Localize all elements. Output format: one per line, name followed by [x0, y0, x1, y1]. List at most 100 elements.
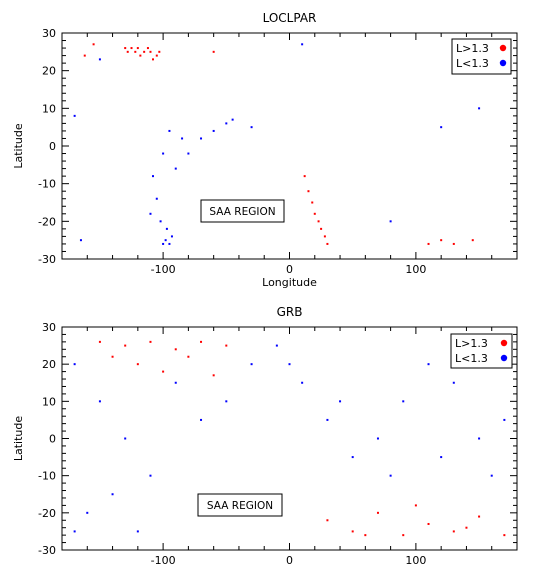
saa-region-box: [197, 493, 283, 517]
data-point: [124, 47, 127, 50]
data-point: [503, 418, 506, 421]
data-point: [155, 197, 158, 200]
data-point: [170, 235, 173, 238]
saa-region-box: [200, 199, 285, 223]
data-point: [187, 355, 190, 358]
data-point: [136, 363, 139, 366]
data-point: [389, 220, 392, 223]
data-point: [73, 363, 76, 366]
data-point: [402, 534, 405, 537]
y-tick-label: -10: [38, 470, 56, 483]
y-tick-label: 10: [42, 395, 56, 408]
data-point: [376, 437, 379, 440]
data-point: [301, 381, 304, 384]
data-point: [414, 504, 417, 507]
y-tick-label: -30: [38, 253, 56, 266]
data-point: [478, 515, 481, 518]
x-tick-label: -100: [151, 263, 176, 276]
y-tick-label: -10: [38, 178, 56, 191]
legend-label: L<1.3: [455, 352, 488, 365]
saa-region-label: SAA REGION: [209, 206, 275, 218]
data-point: [465, 526, 468, 529]
chart-panel-1: LOCLPAR-100 0 1003020100-10-20-30LatitudeL…: [12, 11, 518, 289]
data-point: [134, 50, 137, 53]
data-point: [503, 534, 506, 537]
data-point: [155, 54, 158, 57]
y-tick-label: 30: [42, 27, 56, 40]
data-point: [149, 50, 152, 53]
legend: L>1.3 L<1.3: [450, 333, 513, 369]
data-point: [174, 348, 177, 351]
data-points: [73, 43, 481, 245]
data-point: [313, 212, 316, 215]
y-tick-label: 10: [42, 102, 56, 115]
data-point: [288, 363, 291, 366]
x-axis-label: Longitude: [262, 276, 317, 289]
data-point: [181, 137, 184, 140]
data-point: [136, 47, 139, 50]
data-point: [124, 344, 127, 347]
data-point: [389, 474, 392, 477]
y-tick-label: 20: [42, 358, 56, 371]
x-tick-label: 100: [405, 554, 426, 567]
legend-marker: [500, 354, 508, 362]
data-point: [159, 220, 162, 223]
data-point: [86, 511, 89, 514]
data-point: [149, 340, 152, 343]
legend-marker: [499, 44, 507, 52]
chart-title: LOCLPAR: [263, 11, 317, 25]
data-point: [212, 374, 215, 377]
y-axis-label: Latitude: [12, 416, 25, 462]
data-point: [200, 137, 203, 140]
data-point: [478, 107, 481, 110]
y-tick-label: -20: [38, 215, 56, 228]
y-axis-label: Latitude: [12, 123, 25, 169]
data-point: [250, 363, 253, 366]
data-point: [326, 242, 329, 245]
data-point: [83, 54, 86, 57]
plot-frame: [61, 32, 518, 260]
data-point: [200, 418, 203, 421]
data-point: [174, 381, 177, 384]
data-point: [98, 400, 101, 403]
data-point: [174, 167, 177, 170]
data-point: [231, 118, 234, 121]
data-point: [440, 239, 443, 242]
data-point: [301, 43, 304, 46]
data-point: [136, 530, 139, 533]
data-point: [440, 456, 443, 459]
data-point: [139, 54, 142, 57]
data-point: [452, 381, 455, 384]
saa-region-label: SAA REGION: [207, 500, 273, 512]
legend-label: L<1.3: [456, 57, 489, 70]
data-point: [225, 122, 228, 125]
data-point: [187, 152, 190, 155]
data-point: [200, 340, 203, 343]
data-point: [440, 126, 443, 129]
y-tick-label: 0: [49, 433, 56, 446]
data-point: [79, 239, 82, 242]
chart-title: GRB: [277, 305, 303, 319]
data-point: [351, 456, 354, 459]
data-point: [427, 522, 430, 525]
plot-frame: [61, 326, 518, 551]
data-point: [376, 511, 379, 514]
data-point: [73, 530, 76, 533]
data-point: [111, 493, 114, 496]
data-point: [162, 370, 165, 373]
data-point: [225, 344, 228, 347]
data-point: [402, 400, 405, 403]
data-point: [326, 418, 329, 421]
legend-label: L>1.3: [455, 337, 488, 350]
data-point: [130, 47, 133, 50]
data-point: [111, 355, 114, 358]
data-point: [162, 242, 165, 245]
data-point: [92, 43, 95, 46]
data-point: [275, 344, 278, 347]
data-point: [126, 50, 129, 53]
data-point: [339, 400, 342, 403]
data-point: [98, 340, 101, 343]
data-point: [307, 190, 310, 193]
